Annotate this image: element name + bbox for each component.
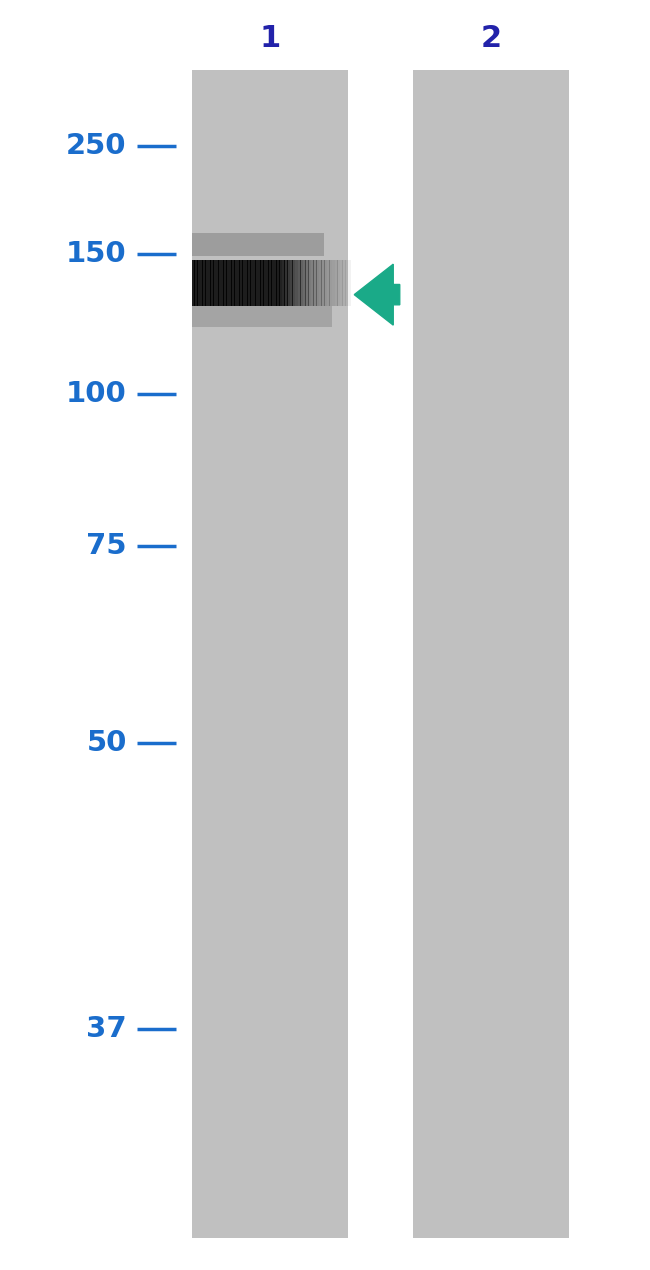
Text: 1: 1 [259,24,280,52]
Bar [250,260,253,306]
Bar [202,260,205,306]
Bar [274,260,277,306]
Bar [313,260,317,306]
Bar [303,260,306,306]
Bar [337,260,341,306]
Bar [194,260,198,306]
Bar [229,260,232,306]
Bar [242,260,245,306]
Bar [271,260,274,306]
Bar [268,260,272,306]
Text: 250: 250 [66,132,127,160]
Bar [226,260,229,306]
Bar [316,260,319,306]
Bar [239,260,242,306]
Bar [192,70,348,1238]
Bar [237,260,240,306]
Bar [284,260,287,306]
Bar [263,260,266,306]
Bar [231,260,235,306]
Bar [192,260,195,306]
Bar [345,260,348,306]
Bar [279,260,282,306]
Bar [213,260,216,306]
Bar [247,260,250,306]
Bar [192,306,332,326]
Bar [253,260,256,306]
Text: 50: 50 [86,729,127,757]
Bar [244,260,248,306]
Bar [200,260,203,306]
Bar [258,260,261,306]
Bar [224,260,227,306]
Bar [266,260,269,306]
Bar [210,260,213,306]
Bar [321,260,324,306]
Bar [292,260,296,306]
Bar [308,260,311,306]
Bar [205,260,208,306]
Bar [218,260,222,306]
Bar [255,260,259,306]
Text: 37: 37 [86,1015,127,1043]
Text: 100: 100 [66,380,127,408]
Bar [281,260,285,306]
Bar [318,260,322,306]
Text: 150: 150 [66,240,127,268]
Bar [340,260,343,306]
Bar [413,70,569,1238]
Bar [197,260,200,306]
Bar [216,260,219,306]
Bar [332,260,335,306]
Bar [261,260,264,306]
Bar [234,260,237,306]
Bar [330,260,333,306]
Bar [348,260,351,306]
Bar [290,260,293,306]
Bar [311,260,314,306]
Bar [287,260,290,306]
Bar [335,260,338,306]
Bar [298,260,301,306]
Bar [192,232,324,255]
Bar [300,260,304,306]
Bar [207,260,211,306]
FancyArrow shape [354,264,400,325]
Bar [276,260,280,306]
Bar [324,260,327,306]
Bar [306,260,309,306]
Text: 2: 2 [480,24,501,52]
Bar [326,260,330,306]
Bar [295,260,298,306]
Bar [343,260,346,306]
Bar [221,260,224,306]
Text: 75: 75 [86,532,127,560]
